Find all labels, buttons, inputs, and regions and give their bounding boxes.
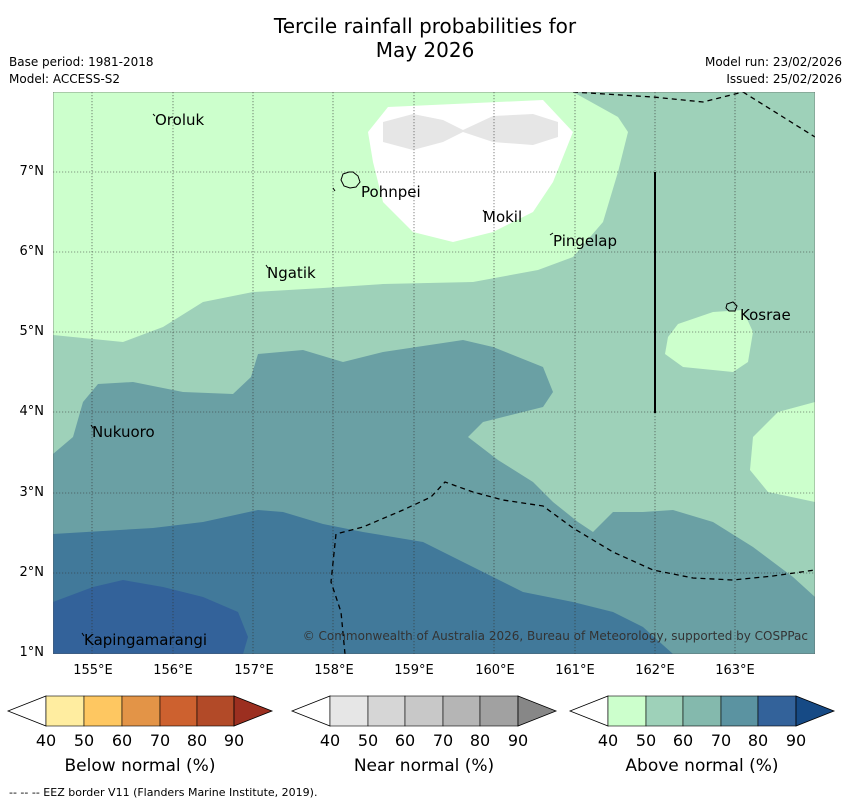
lon-label: 161°E (555, 663, 595, 678)
swatch-near-80 (442, 695, 481, 727)
map-title: Tercile rainfall probabilities for May 2… (0, 14, 850, 62)
island-mark (90, 424, 94, 429)
lon-label: 156°E (153, 663, 193, 678)
legend-tick: 70 (432, 731, 454, 750)
title-line-2: May 2026 (375, 38, 475, 62)
swatch-above-80 (720, 695, 759, 727)
island-mark (152, 113, 156, 117)
swatch-below-90 (196, 695, 235, 727)
place-mokil: Mokil (483, 208, 523, 226)
meta-right: Model run: 23/02/2026 Issued: 25/02/2026 (705, 54, 842, 88)
lon-label: 160°E (475, 663, 515, 678)
island-outlines (81, 113, 738, 637)
island-mark (549, 232, 554, 236)
swatch-below-70 (121, 695, 161, 727)
lat-label: 5°N (19, 324, 45, 339)
island-mark (332, 187, 336, 192)
legend-label-near: Near normal (%) (353, 756, 495, 776)
lon-label: 155°E (73, 663, 113, 678)
swatch-below-60 (83, 695, 123, 727)
model-run: Model run: 23/02/2026 (704, 55, 842, 69)
legend-tick: 70 (710, 731, 732, 750)
colorbar-near (290, 695, 558, 727)
lat-label: 6°N (19, 244, 45, 259)
legend-tick: 40 (319, 731, 341, 750)
legend-tick: 60 (394, 731, 416, 750)
swatch-near-60 (367, 695, 406, 727)
base-period: Base period: 1981-2018 (9, 55, 154, 69)
swatch-near-50 (329, 695, 369, 727)
swatch-above-60 (645, 695, 684, 727)
swatch-below-80 (159, 695, 198, 727)
issued-date: Issued: 25/02/2026 (726, 72, 842, 86)
lat-label: 4°N (19, 404, 45, 419)
colorbars (6, 695, 836, 727)
swatch-near-90 (479, 695, 519, 727)
legend-tick: 50 (73, 731, 95, 750)
legend-tick: 40 (35, 731, 57, 750)
lat-label: 7°N (19, 164, 45, 179)
title-line-1: Tercile rainfall probabilities for (273, 14, 577, 38)
pohnpei-island (340, 171, 361, 189)
swatch-below-over (233, 695, 274, 727)
island-mark (265, 264, 269, 269)
island-mark (81, 632, 85, 637)
swatch-above-over (795, 695, 836, 727)
legend-tick: 60 (672, 731, 694, 750)
lon-label: 163°E (715, 663, 755, 678)
legend-tick: 90 (785, 731, 807, 750)
island-mark (482, 209, 486, 214)
lat-label: 3°N (19, 485, 45, 500)
zone-near-50 (383, 114, 558, 150)
legend-tick: 40 (597, 731, 619, 750)
legend-label-below: Below normal (%) (64, 756, 216, 776)
swatch-below-50 (45, 695, 85, 727)
lon-label: 157°E (234, 663, 274, 678)
legend-tick: 90 (223, 731, 245, 750)
legend-tick: 70 (149, 731, 171, 750)
lat-label: 2°N (19, 565, 45, 580)
legend-tick: 60 (111, 731, 133, 750)
eez-footnote: -- -- -- EEZ border V11 (Flanders Marine… (9, 786, 318, 799)
meta-left: Base period: 1981-2018 Model: ACCESS-S2 (9, 54, 154, 88)
swatch-above-70 (682, 695, 722, 727)
place-kapingamarangi: Kapingamarangi (84, 631, 208, 649)
place-kosrae: Kosrae (740, 306, 791, 324)
zone-above-50-kosrae (665, 310, 753, 372)
swatch-near-70 (404, 695, 444, 727)
kosrae-island (725, 301, 738, 312)
zone-above-50-east (750, 402, 815, 502)
legend-tick: 90 (507, 731, 529, 750)
lon-label: 158°E (314, 663, 354, 678)
legend-tick: 80 (747, 731, 769, 750)
colorbar-above (568, 695, 836, 727)
zone-above-90 (53, 580, 248, 654)
eez-borders (330, 92, 815, 654)
lon-label: 162°E (635, 663, 675, 678)
legend-tick: 80 (186, 731, 208, 750)
place-pohnpei: Pohnpei (361, 183, 421, 201)
lon-label: 159°E (394, 663, 434, 678)
place-oroluk: Oroluk (155, 111, 205, 129)
legend-label-above: Above normal (%) (625, 756, 779, 776)
swatch-above-50 (607, 695, 647, 727)
legend-tick: 80 (469, 731, 491, 750)
place-pingelap: Pingelap (553, 232, 618, 250)
legend-tick: 50 (357, 731, 379, 750)
place-nukuoro: Nukuoro (92, 423, 155, 441)
copyright-notice: © Commonwealth of Australia 2026, Bureau… (302, 629, 808, 643)
probability-map (53, 92, 815, 654)
model-name: Model: ACCESS-S2 (9, 72, 121, 86)
colorbar-below (6, 695, 274, 727)
legend-tick: 50 (635, 731, 657, 750)
lat-label: 1°N (19, 645, 45, 660)
place-ngatik: Ngatik (267, 264, 316, 282)
swatch-above-90 (757, 695, 797, 727)
swatch-near-over (517, 695, 558, 727)
